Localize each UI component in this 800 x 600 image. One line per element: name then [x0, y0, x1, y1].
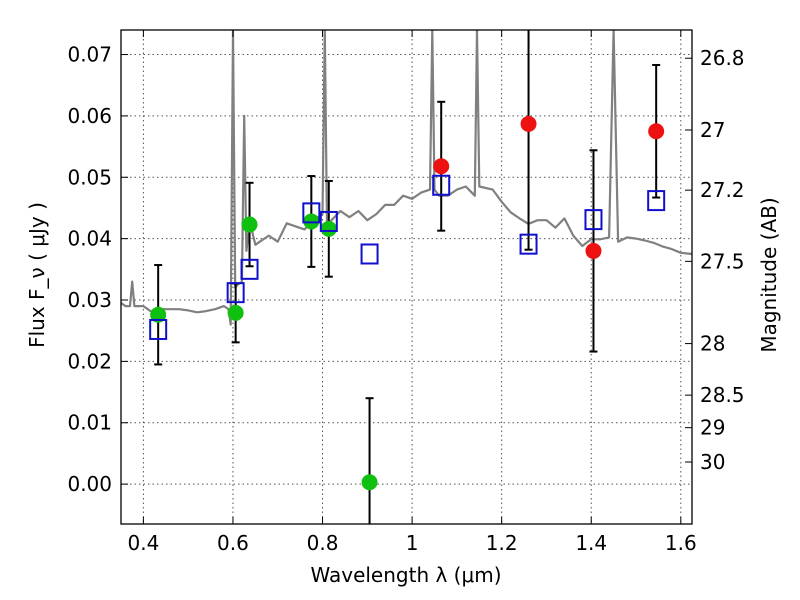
model-square-point	[647, 190, 666, 212]
x-axis-title: Wavelength λ (μm)	[310, 563, 501, 587]
model-square-point	[149, 318, 168, 340]
axes-frame	[120, 29, 693, 525]
model-square-point	[302, 202, 321, 224]
x-tick-label: 1.4	[575, 531, 607, 555]
green-data-point	[241, 216, 258, 233]
right-tick-label: 27.2	[700, 178, 745, 202]
red-data-point	[648, 123, 665, 140]
x-tick-label: 0.8	[307, 531, 339, 555]
tick-labels: 0.4 0.6 0.8 1 1.2 1.4 1.6 0.00 0.01 0.02 0.03 0.04 0…	[67, 43, 744, 555]
y-tick-label: 0.00	[67, 472, 112, 496]
green-data-point	[227, 304, 244, 321]
x-tick-label: 1.6	[665, 531, 697, 555]
x-tick-label: 0.4	[127, 531, 159, 555]
right-axis-title: Magnitude (AB)	[757, 197, 781, 352]
y-tick-label: 0.02	[67, 349, 112, 373]
green-data-point	[150, 306, 167, 323]
y-tick-label: 0.06	[67, 104, 112, 128]
axes-box	[120, 29, 693, 525]
y-tick-label: 0.07	[67, 43, 112, 67]
green-data-point	[361, 474, 378, 491]
right-tick-label: 28.5	[700, 383, 745, 407]
y-tick-label: 0.04	[67, 227, 112, 251]
green-data-point	[320, 220, 337, 237]
model-square-point	[226, 282, 245, 304]
right-tick-label: 28	[700, 332, 725, 356]
y-tick-label: 0.01	[67, 411, 112, 435]
model-square-point	[319, 210, 338, 232]
y-axis-title: Flux F_ν ( μJy )	[25, 202, 49, 348]
model-square-point	[584, 209, 603, 231]
model-square-point	[360, 243, 379, 265]
right-tick-label: 26.8	[700, 46, 745, 70]
right-tick-label: 30	[700, 450, 725, 474]
right-tick-label: 29	[700, 416, 725, 440]
model-square-point	[432, 174, 451, 196]
red-data-point	[433, 158, 450, 175]
right-tick-label: 27	[700, 118, 725, 142]
model-square-point	[519, 233, 538, 255]
grid	[121, 30, 692, 524]
y-tick-label: 0.05	[67, 165, 112, 189]
model-square-point	[240, 258, 259, 280]
red-data-point	[520, 115, 537, 132]
plot-area	[121, 30, 692, 524]
right-tick-label: 27.5	[700, 249, 745, 273]
x-tick-label: 1	[406, 531, 419, 555]
y-tick-label: 0.03	[67, 288, 112, 312]
red-data-point	[585, 242, 602, 259]
model-spectrum-line	[121, 30, 692, 326]
x-tick-label: 1.2	[486, 531, 518, 555]
x-tick-label: 0.6	[217, 531, 249, 555]
